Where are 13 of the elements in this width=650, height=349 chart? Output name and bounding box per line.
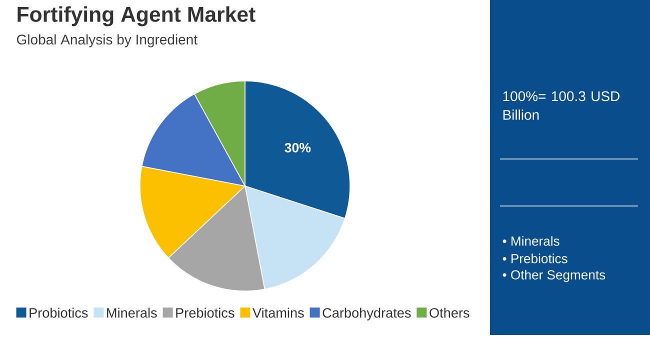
chart-subtitle: Global Analysis by Ingredient — [16, 34, 198, 48]
legend-label: Others — [430, 308, 470, 318]
chart-title: Fortifying Agent Market — [18, 6, 256, 26]
legend-label: Probiotics — [30, 308, 88, 318]
text: • Prebiotics — [502, 254, 568, 264]
text: 100%= 100.3 USD Billion — [503, 91, 620, 120]
legend-label: Prebiotics — [176, 308, 234, 318]
data-label: 30% — [284, 143, 311, 152]
legend-label: Vitamins — [252, 308, 304, 318]
text: • Other Segments — [502, 270, 606, 282]
text: • Minerals — [502, 236, 560, 246]
legend-label: Minerals — [107, 308, 157, 318]
legend-label: Carbohydrates — [322, 308, 411, 320]
